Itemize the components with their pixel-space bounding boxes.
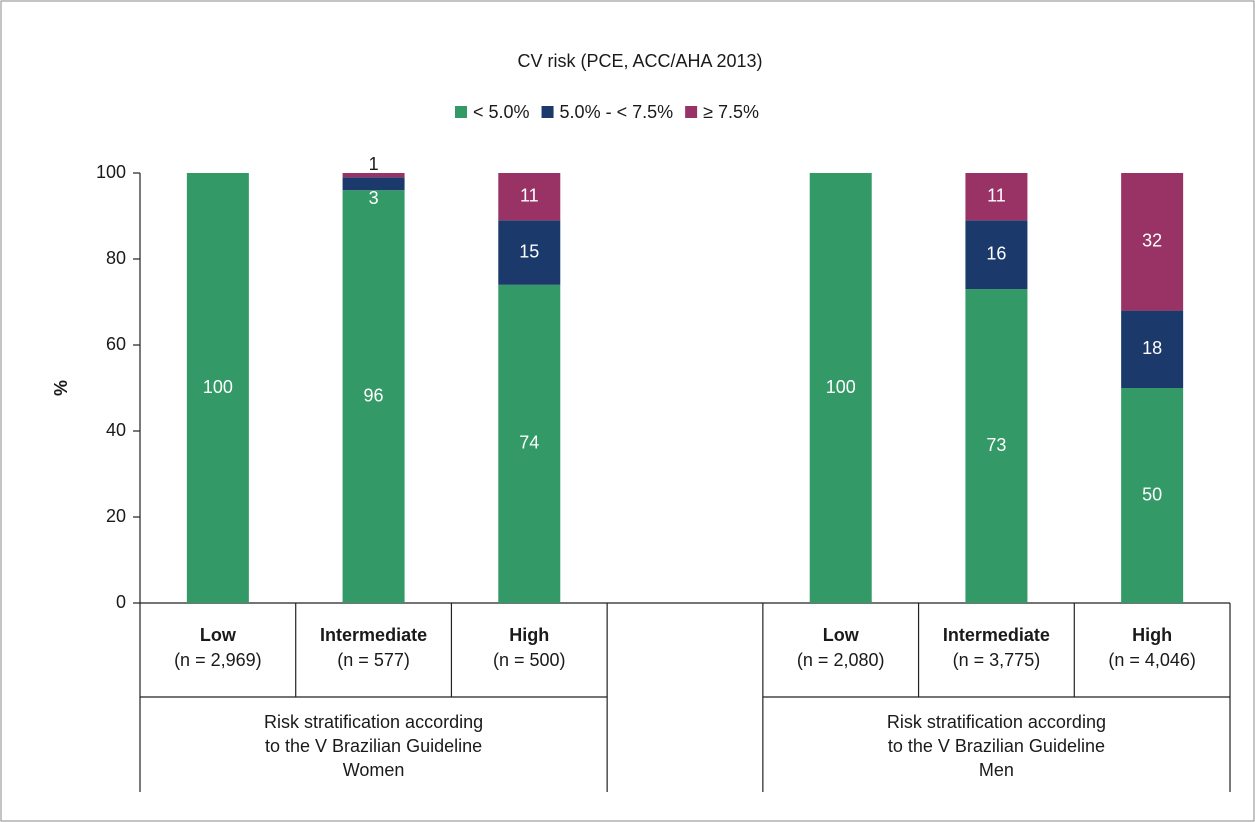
x-tick-label: Intermediate [320,625,427,645]
data-label: 50 [1142,484,1162,504]
bar-segment [1121,388,1184,603]
x-tick-sublabel: (n = 3,775) [953,650,1041,670]
group-label: to the V Brazilian Guideline [265,736,482,756]
data-label: 11 [987,185,1006,205]
x-tick-label: Intermediate [943,625,1050,645]
legend-swatch [685,106,698,118]
y-tick-label: 20 [106,506,126,526]
legend-label: ≥ 7.5% [703,102,759,122]
data-label: 11 [520,185,539,205]
x-tick-label: High [1132,625,1172,645]
bar-segment [1121,173,1184,311]
y-axis-label: % [51,380,71,396]
data-label: 32 [1142,231,1162,251]
bar-segment [186,173,249,603]
data-label: 1 [369,154,379,174]
x-tick-sublabel: (n = 500) [493,650,566,670]
x-tick-label: Low [200,625,237,645]
data-label: 3 [369,188,379,208]
x-tick-sublabel: (n = 2,080) [797,650,885,670]
bar-segment [342,177,405,191]
bar-segment [342,190,405,603]
bar-segment [1121,310,1184,388]
data-label: 18 [1142,338,1162,358]
group-label: to the V Brazilian Guideline [888,736,1105,756]
bar-segment [498,220,561,285]
data-label: 100 [826,377,856,397]
bar-segment [342,173,405,178]
bar-segment [809,173,872,603]
y-tick-label: 80 [106,248,126,268]
bar-segment [965,173,1028,221]
legend-label: < 5.0% [473,102,530,122]
group-label: Risk stratification according [887,712,1106,732]
group-label: Risk stratification according [264,712,483,732]
chart-title: CV risk (PCE, ACC/AHA 2013) [517,51,762,71]
data-label: 96 [364,385,384,405]
y-tick-label: 40 [106,420,126,440]
y-tick-label: 60 [106,334,126,354]
x-tick-sublabel: (n = 4,046) [1108,650,1196,670]
bar-segment [498,284,561,603]
legend-swatch [455,106,467,118]
group-label: Men [979,760,1014,780]
x-tick-label: High [509,625,549,645]
data-label: 74 [519,433,539,453]
group-label: Women [343,760,405,780]
legend-swatch [541,106,554,118]
bar-segment [965,289,1028,603]
y-tick-label: 100 [96,162,126,182]
bar-segment [498,173,561,221]
y-tick-label: 0 [116,592,126,612]
data-label: 100 [203,377,233,397]
data-label: 73 [986,435,1006,455]
x-tick-sublabel: (n = 2,969) [174,650,262,670]
x-tick-label: Low [823,625,860,645]
x-tick-sublabel: (n = 577) [337,650,410,670]
data-label: 15 [519,241,539,261]
legend-label: 5.0% - < 7.5% [560,102,674,122]
data-label: 16 [986,243,1006,263]
bar-segment [965,220,1028,290]
